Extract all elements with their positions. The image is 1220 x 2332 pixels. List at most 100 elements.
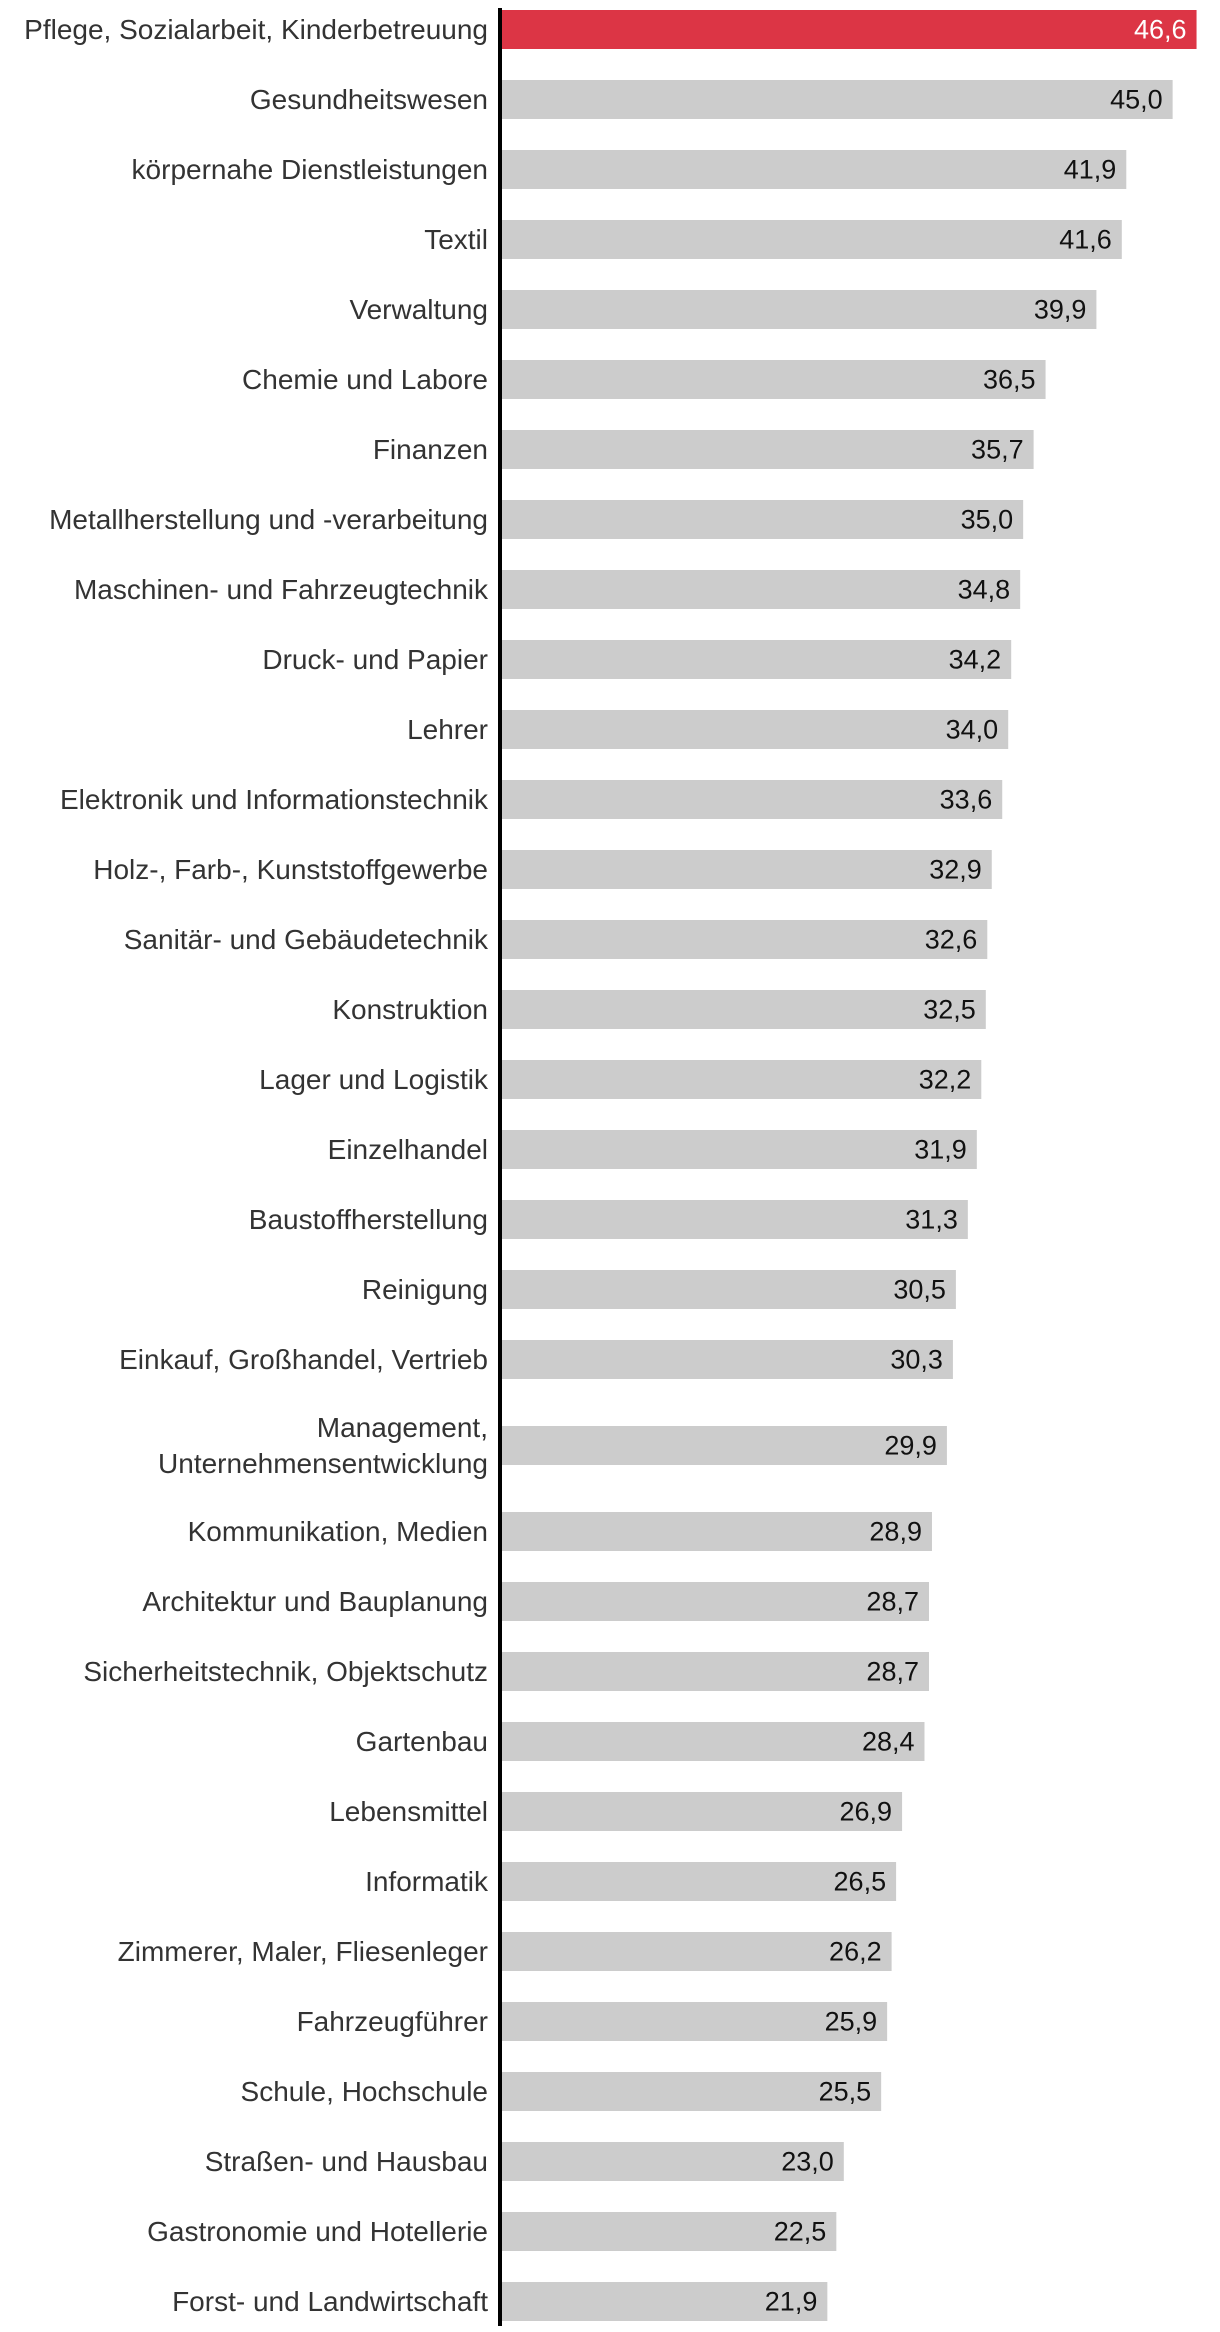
category-label: Textil — [424, 224, 488, 255]
bar — [500, 640, 1012, 679]
category-label: Sicherheitstechnik, Objektschutz — [83, 1656, 488, 1687]
value-label: 22,5 — [774, 2217, 827, 2247]
value-label: 46,6 — [1134, 15, 1187, 45]
bar — [500, 1792, 903, 1831]
value-label: 34,0 — [946, 715, 999, 745]
value-label: 25,5 — [819, 2077, 872, 2107]
value-label: 31,9 — [914, 1135, 967, 1165]
bar — [500, 2072, 882, 2111]
bar — [500, 1426, 947, 1465]
value-label: 28,9 — [869, 1517, 922, 1547]
bar — [500, 2282, 828, 2321]
value-label: 26,2 — [829, 1937, 882, 1967]
value-labels-group: 46,6 45,0 41,9 41,6 39,9 36,5 35,7 35,0 34,8 34,2… — [765, 15, 1187, 2317]
bar — [500, 920, 988, 959]
value-label: 33,6 — [940, 785, 993, 815]
category-label: Reinigung — [362, 1274, 488, 1305]
bar — [500, 1340, 953, 1379]
value-label: 26,5 — [834, 1867, 887, 1897]
bar — [500, 1582, 929, 1621]
category-label: Verwaltung — [349, 294, 488, 325]
category-label: Lager und Logistik — [259, 1064, 489, 1095]
value-label: 35,0 — [961, 505, 1014, 535]
category-label: Konstruktion — [332, 994, 488, 1025]
value-label: 39,9 — [1034, 295, 1087, 325]
category-label: Maschinen- und Fahrzeugtechnik — [74, 574, 489, 605]
bar — [500, 290, 1097, 329]
category-label: Sanitär- und Gebäudetechnik — [124, 924, 489, 955]
bar — [500, 500, 1024, 539]
value-label: 34,2 — [949, 645, 1002, 675]
bar — [500, 1200, 968, 1239]
value-label: 31,3 — [905, 1205, 958, 1235]
bar — [500, 780, 1003, 819]
category-label: Baustoffherstellung — [249, 1204, 488, 1235]
category-label: Lehrer — [407, 714, 488, 745]
category-label: Finanzen — [373, 434, 488, 465]
value-label: 25,9 — [825, 2007, 878, 2037]
value-label: 28,7 — [866, 1587, 919, 1617]
value-label: 41,6 — [1059, 225, 1112, 255]
category-label: Elektronik und Informationstechnik — [60, 784, 489, 815]
bar — [500, 220, 1122, 259]
bar — [500, 150, 1127, 189]
bar — [500, 1932, 892, 1971]
bar — [500, 360, 1046, 399]
category-label: Informatik — [365, 1866, 489, 1897]
bar — [500, 10, 1197, 49]
bar — [500, 1060, 982, 1099]
category-label: Chemie und Labore — [242, 364, 488, 395]
value-label: 23,0 — [781, 2147, 834, 2177]
category-label: körpernahe Dienstleistungen — [132, 154, 488, 185]
category-label: Gartenbau — [356, 1726, 488, 1757]
category-label: Pflege, Sozialarbeit, Kinderbetreuung — [24, 14, 488, 45]
value-label: 32,6 — [925, 925, 978, 955]
value-label: 32,9 — [929, 855, 982, 885]
category-label: Schule, Hochschule — [241, 2076, 488, 2107]
value-label: 30,3 — [890, 1345, 943, 1375]
bar — [500, 850, 992, 889]
category-label: Kommunikation, Medien — [188, 1516, 488, 1547]
bar — [500, 990, 986, 1029]
bar — [500, 1862, 897, 1901]
category-label: Holz-, Farb-, Kunststoffgewerbe — [93, 854, 488, 885]
bar — [500, 2002, 888, 2041]
bar — [500, 430, 1034, 469]
bar — [500, 1652, 929, 1691]
value-label: 36,5 — [983, 365, 1036, 395]
bar — [500, 570, 1021, 609]
bars-group — [500, 10, 1197, 2321]
category-label: Forst- und Landwirtschaft — [172, 2286, 488, 2317]
value-label: 28,7 — [866, 1657, 919, 1687]
category-label: Einzelhandel — [328, 1134, 488, 1165]
bar — [500, 80, 1173, 119]
category-label: Unternehmensentwicklung — [158, 1448, 488, 1479]
category-label: Fahrzeugführer — [297, 2006, 488, 2037]
category-label: Einkauf, Großhandel, Vertrieb — [119, 1344, 488, 1375]
category-label: Metallherstellung und -verarbeitung — [49, 504, 488, 535]
value-label: 32,5 — [923, 995, 976, 1025]
value-label: 30,5 — [893, 1275, 946, 1305]
category-label: Gesundheitswesen — [250, 84, 488, 115]
category-label: Druck- und Papier — [262, 644, 488, 675]
value-label: 35,7 — [971, 435, 1024, 465]
category-label: Lebensmittel — [329, 1796, 488, 1827]
category-labels-group: Pflege, Sozialarbeit, Kinderbetreuung Ges… — [24, 14, 489, 2317]
category-label: Zimmerer, Maler, Fliesenleger — [118, 1936, 488, 1967]
value-label: 41,9 — [1064, 155, 1117, 185]
bar — [500, 710, 1009, 749]
value-label: 32,2 — [919, 1065, 972, 1095]
bar — [500, 2212, 837, 2251]
category-label: Gastronomie und Hotellerie — [147, 2216, 488, 2247]
value-label: 21,9 — [765, 2287, 818, 2317]
value-label: 34,8 — [958, 575, 1011, 605]
value-label: 45,0 — [1110, 85, 1163, 115]
value-label: 26,9 — [840, 1797, 893, 1827]
bar — [500, 1130, 977, 1169]
bar — [500, 2142, 844, 2181]
value-label: 29,9 — [884, 1431, 937, 1461]
bar — [500, 1270, 956, 1309]
category-label: Straßen- und Hausbau — [205, 2146, 488, 2177]
bar — [500, 1722, 925, 1761]
